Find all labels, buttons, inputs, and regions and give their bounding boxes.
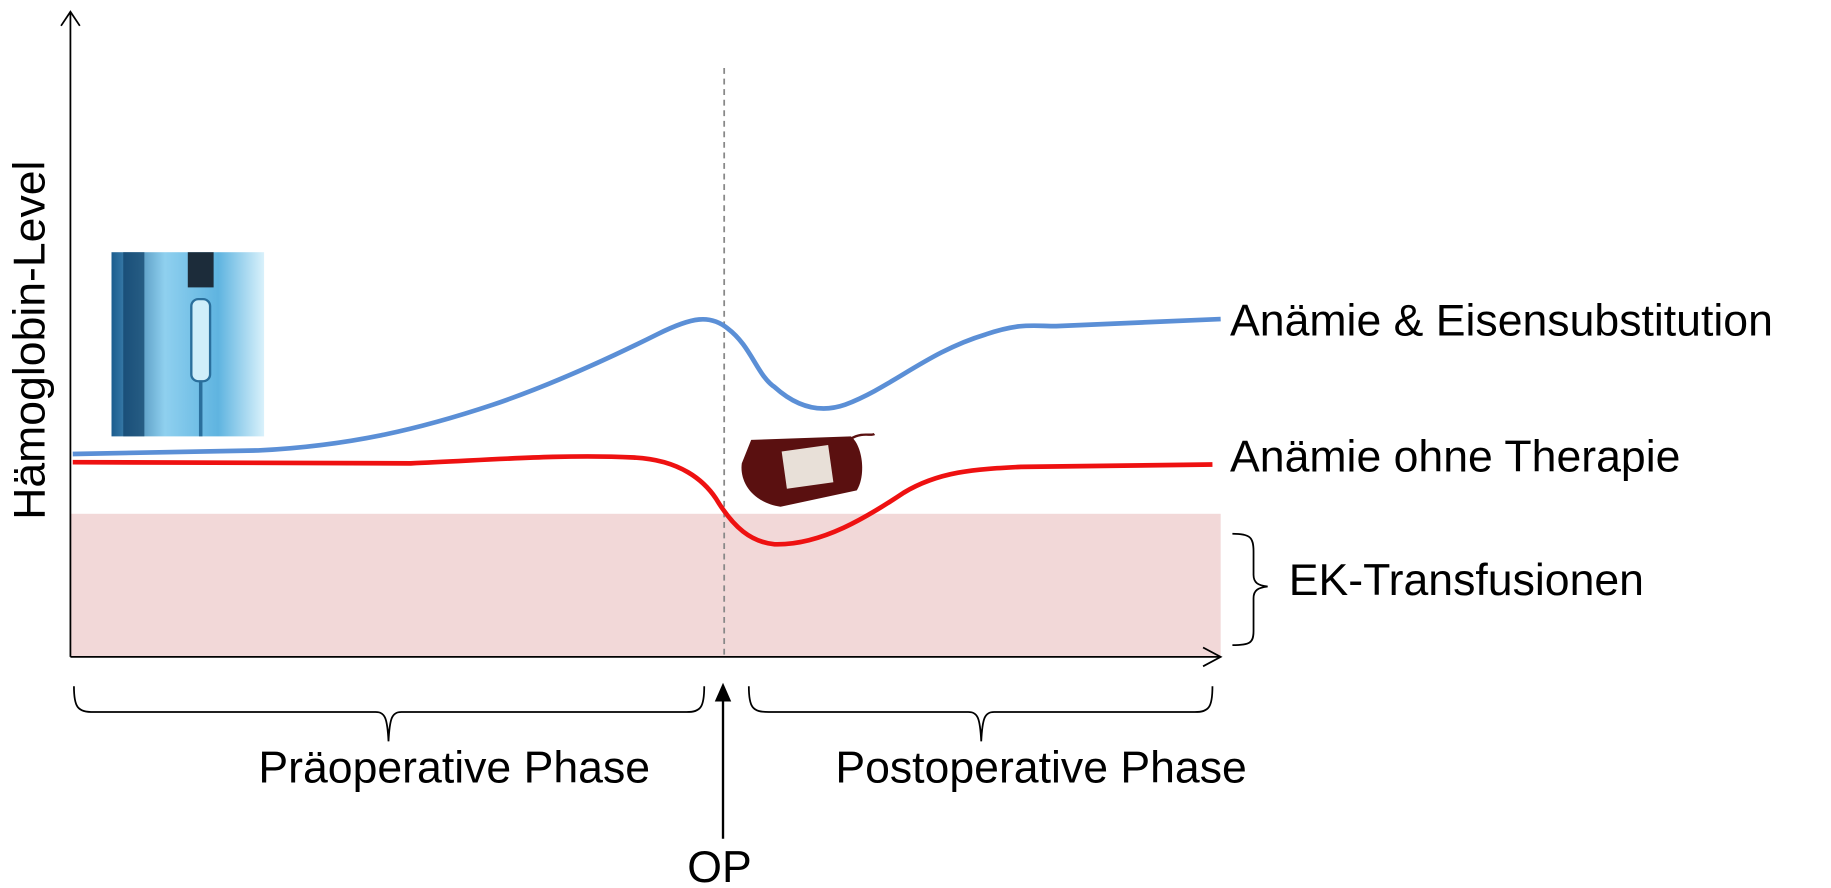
series-label: Anämie ohne Therapie [1230,433,1680,482]
event-label: OP [687,843,751,888]
axis-label: Hämoglobin-Level [6,161,55,520]
phase-label: Präoperative Phase [258,743,650,792]
diagram: Hämoglobin-Level Anämie & Eisensubstitut… [0,0,1831,888]
phase-label: Postoperative Phase [835,743,1246,792]
page: {"axis_label": "Hämoglobin-Level", "seri… [0,0,1831,888]
zone-label: EK-Transfusionen [1289,556,1644,605]
series-label: Anämie & Eisensubstitution [1230,297,1773,346]
iv-image [112,252,265,436]
blood-bag-image [741,434,874,507]
transfusion-zone [70,514,1220,657]
op-arrow-head [715,683,731,702]
